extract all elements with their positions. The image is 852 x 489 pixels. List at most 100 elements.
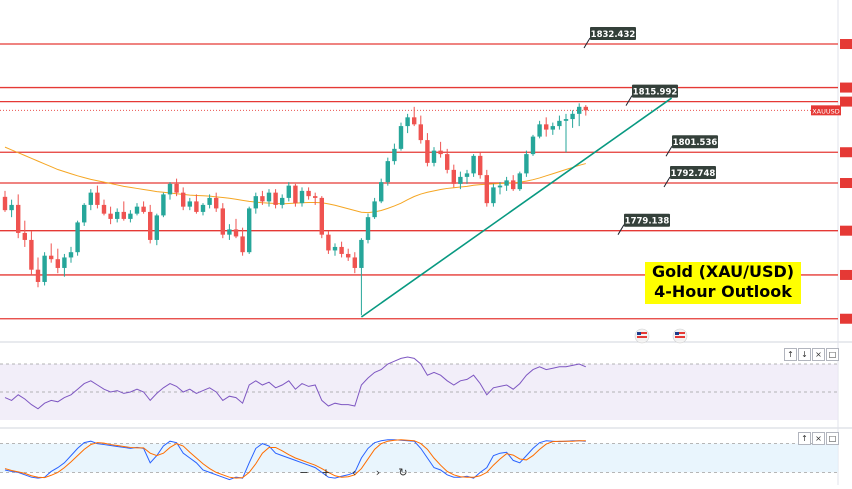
candles — [2, 103, 588, 316]
candle — [22, 220, 27, 247]
candle-body — [174, 183, 179, 193]
candle-body — [22, 232, 27, 240]
candle — [108, 206, 113, 225]
candle — [445, 148, 450, 174]
candle — [194, 194, 199, 214]
candle — [88, 189, 93, 211]
trendline-layer — [360, 97, 673, 318]
stoch-d-line — [4, 439, 586, 479]
candle-body — [392, 148, 397, 162]
candle — [101, 199, 107, 216]
level-label: 1832.432 — [583, 27, 636, 49]
candle-body — [530, 136, 536, 155]
rsi-move-down-button[interactable]: ↓ — [798, 348, 811, 361]
candle-body — [227, 229, 232, 235]
zoom-out-button[interactable]: − — [299, 466, 309, 479]
symbol-tag — [811, 105, 841, 116]
candle-body — [438, 150, 443, 155]
candle — [405, 113, 410, 134]
candle — [550, 122, 555, 135]
candle-body — [220, 208, 225, 235]
candle-body — [115, 211, 120, 219]
chart-subtitle: 4-Hour Outlook — [654, 282, 792, 301]
candle — [451, 164, 456, 188]
candle — [544, 117, 549, 137]
candle-body — [68, 252, 74, 258]
candle — [16, 194, 21, 239]
event-flags — [634, 328, 688, 344]
candle-body — [233, 229, 239, 237]
candle-body — [16, 204, 21, 233]
price-axis: XAUUSD — [811, 105, 841, 116]
candle-body — [280, 197, 285, 205]
candle — [352, 252, 357, 274]
candle — [563, 113, 569, 153]
candle-body — [352, 257, 357, 268]
candle-body — [484, 175, 489, 204]
us-flag-icon — [672, 328, 688, 344]
candle — [9, 199, 14, 218]
level-label: 1815.992 — [625, 84, 678, 106]
candle — [511, 175, 516, 191]
candle — [306, 187, 311, 200]
candle — [524, 150, 529, 177]
candle — [326, 231, 331, 254]
level-axis-marker — [840, 39, 852, 50]
candle — [42, 252, 47, 286]
candle-body — [55, 259, 60, 268]
title-box: Gold (XAU/USD) 4-Hour Outlook — [645, 262, 801, 304]
candle-body — [82, 204, 87, 223]
candle-body — [121, 211, 126, 219]
candle-body — [247, 208, 252, 253]
candle-body — [313, 196, 318, 198]
reset-chart-button[interactable]: ↻ — [398, 466, 408, 479]
stoch-move-up-button[interactable]: ↑ — [798, 432, 811, 445]
candle-body — [577, 106, 582, 114]
candle-body — [62, 257, 67, 268]
level-label-text: 1801.536 — [673, 138, 718, 148]
stoch-maximize-button[interactable]: □ — [826, 432, 839, 445]
rsi-close-button[interactable]: × — [812, 348, 825, 361]
candle — [372, 197, 377, 219]
flag-canton — [675, 332, 679, 335]
candle — [115, 208, 120, 223]
candle-body — [306, 190, 311, 197]
trendline — [360, 97, 673, 318]
candle-body — [398, 126, 404, 149]
candle — [266, 189, 272, 207]
level-label-box — [590, 27, 636, 41]
candle — [537, 120, 542, 139]
candle-body — [405, 117, 410, 127]
rsi-line — [4, 356, 586, 410]
scroll-right-button[interactable]: › — [375, 466, 381, 479]
candle — [570, 110, 575, 128]
level-label-text: 1815.992 — [633, 88, 678, 98]
level-axis-marker — [840, 313, 852, 324]
level-axis-marker — [840, 269, 852, 280]
candle — [319, 196, 324, 239]
candle-body — [154, 215, 159, 240]
rsi-move-up-button[interactable]: ↑ — [784, 348, 797, 361]
candle-body — [29, 239, 34, 270]
candle-body — [319, 197, 324, 235]
candle-body — [273, 192, 278, 205]
candle-body — [286, 185, 291, 198]
candle — [82, 203, 87, 226]
zoom-in-button[interactable]: + — [321, 466, 331, 479]
candle — [478, 152, 483, 179]
stoch-close-button[interactable]: × — [812, 432, 825, 445]
candle-body — [412, 117, 417, 125]
candle-body — [425, 140, 430, 163]
candle-body — [431, 150, 437, 163]
level-label-box — [670, 166, 716, 180]
candle — [497, 182, 503, 195]
level-label: 1779.138 — [617, 213, 670, 235]
candle — [141, 201, 146, 214]
candle — [62, 253, 67, 277]
scroll-left-button[interactable]: ‹ — [351, 466, 357, 479]
rsi-pane — [0, 356, 838, 420]
rsi-maximize-button[interactable]: □ — [826, 348, 839, 361]
candle — [181, 187, 186, 211]
candle-body — [266, 192, 272, 202]
